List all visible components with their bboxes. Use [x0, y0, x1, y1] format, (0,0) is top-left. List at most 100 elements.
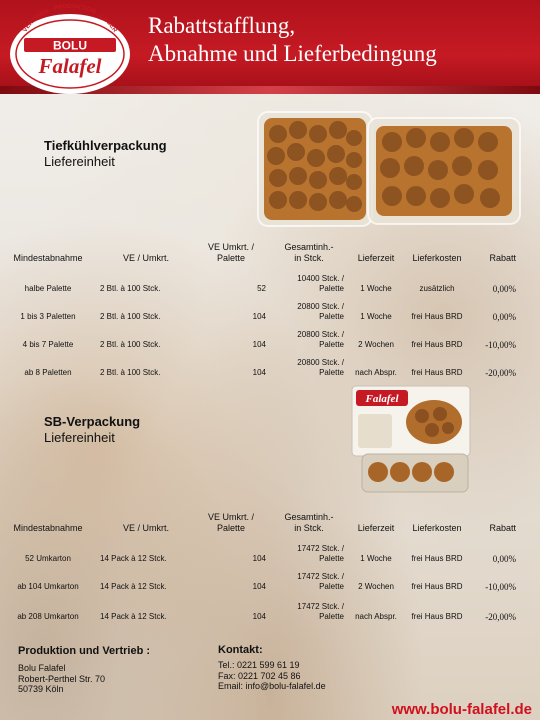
- logo-brand-main: Falafel: [38, 54, 102, 78]
- cell-ve-umkrt: 104: [252, 612, 266, 621]
- bolu-falafel-logo: VERTRIEB · PRODUKTION · LAGER BOLU Falaf…: [10, 3, 130, 94]
- col-header-gesamtinhalt: Gesamtinh.- in Stck.: [284, 242, 334, 263]
- cell-rabatt: -10,00%: [485, 340, 516, 350]
- table-row: 4 bis 7 Palette 2 Btl. à 100 Stck. 104 2…: [0, 324, 518, 352]
- cell-ve: 14 Pack à 12 Stck.: [100, 582, 167, 591]
- cell-ve-umkrt: 104: [252, 582, 266, 591]
- cell-lieferkosten: frei Haus BRD: [411, 312, 463, 321]
- production-address: Bolu Falafel Robert-Perthel Str. 70 5073…: [18, 663, 105, 695]
- table-row: ab 104 Umkarton 14 Pack à 12 Stck. 104 1…: [0, 566, 518, 594]
- cell-rabatt: 0,00%: [492, 284, 516, 294]
- cell-min: 52 Umkarton: [25, 554, 71, 563]
- cell-lieferzeit: nach Abspr.: [355, 368, 397, 377]
- table-header-row: Mindestabnahme VE / Umkrt. VE Umkrt. / P…: [0, 232, 518, 268]
- page-title: Rabattstafflung, Abnahme und Lieferbedin…: [148, 12, 437, 68]
- section1-subtitle: Liefereinheit: [44, 154, 115, 169]
- frozen-price-table: Mindestabnahme VE / Umkrt. VE Umkrt. / P…: [0, 232, 518, 380]
- cell-lieferzeit: 1 Woche: [360, 284, 392, 293]
- col-header-lieferzeit: Lieferzeit: [357, 253, 395, 263]
- col-header-rabatt: Rabatt: [489, 523, 516, 533]
- cell-gesamt: 20800 Stck. / Palette: [297, 358, 344, 377]
- production-line: Bolu Falafel: [18, 663, 66, 673]
- col-header-mindestabnahme: Mindestabnahme: [13, 523, 83, 533]
- cell-rabatt: -20,00%: [485, 368, 516, 378]
- cell-lieferkosten: frei Haus BRD: [411, 582, 463, 591]
- production-line: Robert-Perthel Str. 70: [18, 673, 106, 684]
- table-row: halbe Palette 2 Btl. à 100 Stck. 52 1040…: [0, 268, 518, 296]
- title-line-1: Rabattstafflung,: [148, 13, 296, 38]
- cell-lieferzeit: 2 Wochen: [358, 582, 394, 591]
- col-header-ve-palette: VE Umkrt. / Palette: [207, 242, 254, 263]
- col-header-gesamtinhalt: Gesamtinh.- in Stck.: [284, 512, 334, 533]
- frozen-bag-image-1: [257, 111, 373, 227]
- cell-min: ab 104 Umkarton: [17, 582, 79, 591]
- logo-brand-top: BOLU: [53, 39, 87, 53]
- cell-rabatt: 0,00%: [492, 312, 516, 322]
- cell-rabatt: 0,00%: [492, 554, 516, 564]
- cell-min: halbe Palette: [24, 284, 72, 293]
- header-band: [0, 86, 540, 94]
- contact-heading: Kontakt:: [218, 644, 263, 656]
- cell-rabatt: -20,00%: [485, 612, 516, 622]
- col-header-rabatt: Rabatt: [489, 253, 516, 263]
- contact-email[interactable]: Email: info@bolu-falafel.de: [218, 681, 326, 691]
- col-header-ve-umkrt: VE / Umkrt.: [122, 523, 169, 533]
- title-line-2: Abnahme und Lieferbedingung: [148, 41, 437, 66]
- contact-fax: Fax: 0221 702 45 86: [218, 670, 301, 681]
- cell-ve-umkrt: 104: [252, 368, 266, 377]
- table-row: 52 Umkarton 14 Pack à 12 Stck. 104 17472…: [0, 538, 518, 566]
- cell-lieferzeit: nach Abspr.: [355, 612, 397, 621]
- cell-gesamt: 17472 Stck. / Palette: [297, 572, 344, 591]
- cell-ve-umkrt: 104: [252, 312, 266, 321]
- cell-gesamt: 17472 Stck. / Palette: [297, 602, 344, 621]
- cell-min: 1 bis 3 Paletten: [20, 312, 76, 321]
- col-header-ve-umkrt: VE / Umkrt.: [122, 253, 169, 263]
- cell-lieferzeit: 2 Wochen: [358, 340, 394, 349]
- table-row: ab 208 Umkarton 14 Pack à 12 Stck. 104 1…: [0, 594, 518, 624]
- col-header-lieferzeit: Lieferzeit: [357, 523, 395, 533]
- contact-details: Tel.: 0221 599 61 19 Fax: 0221 702 45 86…: [218, 660, 326, 692]
- cell-ve: 2 Btl. à 100 Stck.: [100, 368, 161, 377]
- sb-pack-label: Falafel: [365, 393, 400, 405]
- cell-lieferkosten: frei Haus BRD: [411, 554, 463, 563]
- cell-ve: 2 Btl. à 100 Stck.: [100, 340, 161, 349]
- table-header-row: Mindestabnahme VE / Umkrt. VE Umkrt. / P…: [0, 508, 518, 538]
- cell-ve: 2 Btl. à 100 Stck.: [100, 312, 161, 321]
- cell-gesamt: 17472 Stck. / Palette: [297, 544, 344, 563]
- cell-ve: 14 Pack à 12 Stck.: [100, 612, 167, 621]
- cell-rabatt: -10,00%: [485, 582, 516, 592]
- table-row: ab 8 Paletten 2 Btl. à 100 Stck. 104 208…: [0, 352, 518, 380]
- cell-ve: 14 Pack à 12 Stck.: [100, 554, 167, 563]
- cell-ve-umkrt: 52: [257, 284, 266, 293]
- cell-gesamt: 20800 Stck. / Palette: [297, 302, 344, 321]
- website-link[interactable]: www.bolu-falafel.de: [391, 701, 532, 718]
- cell-gesamt: 10400 Stck. / Palette: [297, 274, 344, 293]
- col-header-lieferkosten: Lieferkosten: [412, 523, 462, 533]
- cell-min: ab 208 Umkarton: [17, 612, 79, 621]
- cell-min: ab 8 Paletten: [24, 368, 72, 377]
- sb-pack-image: Falafel: [351, 385, 471, 493]
- cell-lieferkosten: frei Haus BRD: [411, 368, 463, 377]
- col-header-ve-palette: VE Umkrt. / Palette: [207, 512, 254, 533]
- cell-lieferkosten: zusätzlich: [419, 284, 455, 293]
- production-heading: Produktion und Vertrieb :: [18, 645, 151, 657]
- col-header-lieferkosten: Lieferkosten: [412, 253, 462, 263]
- section1-title: Tiefkühlverpackung: [44, 138, 167, 153]
- frozen-bag-image-2: [367, 117, 521, 225]
- cell-lieferkosten: frei Haus BRD: [411, 612, 463, 621]
- table-row: 1 bis 3 Paletten 2 Btl. à 100 Stck. 104 …: [0, 296, 518, 324]
- production-line: 50739 Köln: [18, 684, 64, 694]
- cell-gesamt: 20800 Stck. / Palette: [297, 330, 344, 349]
- section2-subtitle: Liefereinheit: [44, 430, 115, 445]
- col-header-mindestabnahme: Mindestabnahme: [13, 253, 83, 263]
- cell-lieferzeit: 1 Woche: [360, 554, 392, 563]
- cell-lieferkosten: frei Haus BRD: [411, 340, 463, 349]
- cell-min: 4 bis 7 Palette: [22, 340, 74, 349]
- sb-price-table: Mindestabnahme VE / Umkrt. VE Umkrt. / P…: [0, 508, 518, 624]
- cell-ve: 2 Btl. à 100 Stck.: [100, 284, 161, 293]
- cell-ve-umkrt: 104: [252, 340, 266, 349]
- cell-lieferzeit: 1 Woche: [360, 312, 392, 321]
- section2-title: SB-Verpackung: [44, 414, 141, 429]
- cell-ve-umkrt: 104: [252, 554, 266, 563]
- contact-phone: Tel.: 0221 599 61 19: [218, 660, 300, 670]
